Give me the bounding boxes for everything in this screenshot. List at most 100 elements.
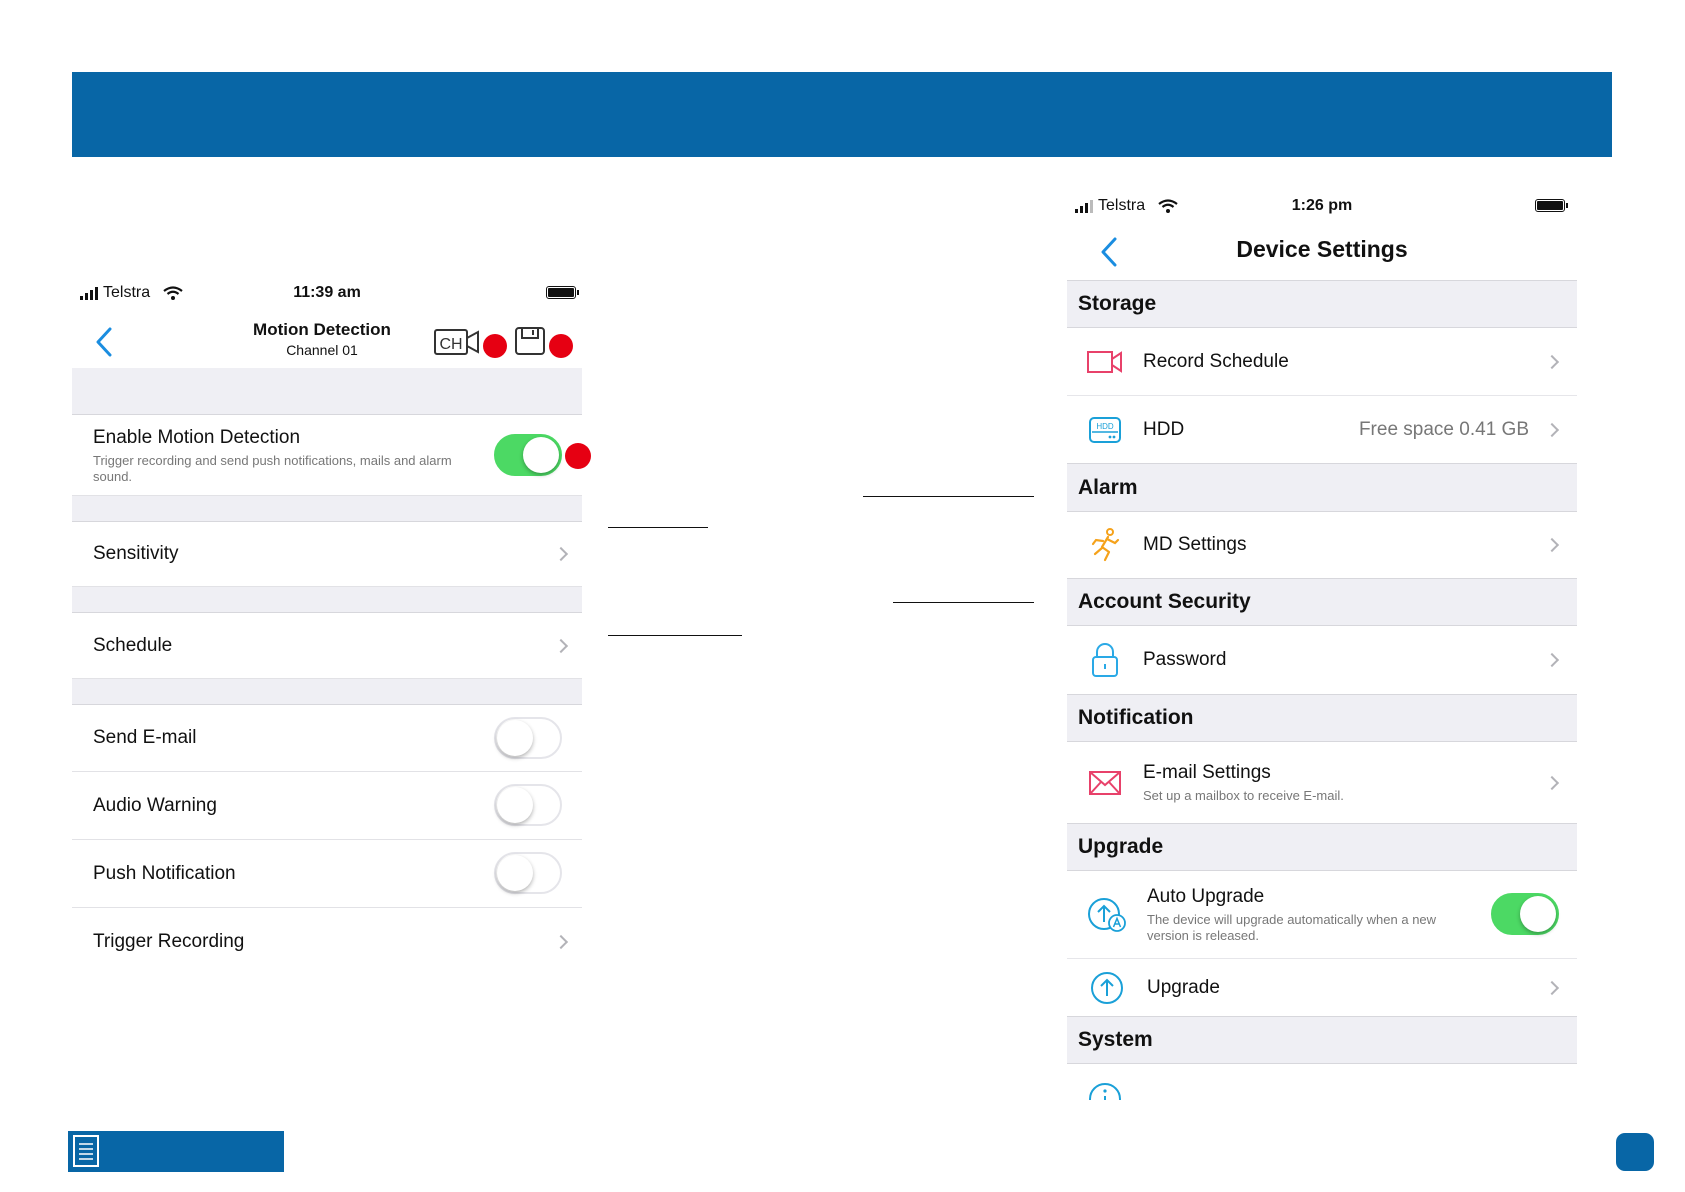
push-notification-label: Push Notification	[93, 862, 236, 884]
upgrade-arrow-icon	[1091, 971, 1123, 1004]
audio-warning-row: Audio Warning	[72, 772, 582, 840]
auto-upgrade-description: The device will upgrade automatically wh…	[1147, 911, 1437, 943]
chevron-right-icon	[553, 638, 569, 653]
send-email-toggle[interactable]	[494, 717, 562, 759]
motion-detection-screen: Telstra 11:39 am Motion Detection Channe…	[72, 270, 591, 990]
trigger-recording-label: Trigger Recording	[93, 931, 245, 952]
enable-motion-detection-toggle[interactable]	[494, 434, 562, 476]
chevron-right-icon	[1544, 537, 1560, 553]
annotation-line	[863, 496, 1034, 497]
record-schedule-label: Record Schedule	[1143, 350, 1289, 372]
auto-upgrade-label: Auto Upgrade	[1147, 885, 1265, 907]
channel-icon-text: CH	[439, 336, 462, 353]
md-settings-row[interactable]: MD Settings	[1067, 512, 1577, 578]
back-button[interactable]	[1091, 232, 1127, 272]
section-header-system: System	[1067, 1016, 1577, 1064]
page-subtitle: Channel 01	[286, 342, 358, 358]
audio-warning-label: Audio Warning	[93, 794, 217, 816]
hdd-row[interactable]: HDD HDD Free space 0.41 GB	[1067, 396, 1577, 463]
channel-camera-icon: CH	[434, 329, 479, 355]
send-email-row: Send E-mail	[72, 705, 582, 772]
page-number-badge	[1616, 1133, 1654, 1171]
password-row[interactable]: Password	[1067, 626, 1577, 694]
hdd-free-space: Free space 0.41 GB	[1358, 418, 1529, 440]
email-settings-row[interactable]: E-mail Settings Set up a mailbox to rece…	[1067, 742, 1577, 823]
chevron-right-icon	[553, 934, 569, 950]
system-row-cut-off[interactable]	[1067, 1064, 1577, 1100]
record-schedule-row[interactable]: Record Schedule	[1067, 328, 1577, 396]
back-button[interactable]	[86, 322, 122, 362]
save-icon	[515, 327, 545, 355]
md-settings-label: MD Settings	[1143, 534, 1247, 555]
schedule-row[interactable]: Schedule	[72, 613, 582, 679]
channel-switch-button[interactable]: CH	[434, 328, 480, 356]
signal-icon	[1075, 199, 1093, 213]
auto-upgrade-row: Auto Upgrade The device will upgrade aut…	[1067, 871, 1577, 959]
hdd-icon: HDD	[1089, 416, 1121, 443]
info-icon	[1089, 1083, 1121, 1100]
push-notification-toggle[interactable]	[494, 852, 562, 894]
annotation-line	[608, 635, 742, 636]
enable-motion-detection-description: Trigger recording and send push notifica…	[93, 453, 452, 484]
status-bar: Telstra 1:26 pm	[1067, 180, 1577, 230]
annotation-line	[893, 602, 1034, 603]
mail-icon	[1089, 770, 1121, 795]
battery-icon	[1535, 199, 1568, 212]
record-camera-icon	[1087, 350, 1122, 373]
page-title: Device Settings	[1236, 236, 1408, 262]
section-spacer	[72, 587, 582, 613]
section-header-notification: Notification	[1067, 694, 1577, 742]
chevron-right-icon	[1544, 422, 1560, 437]
upgrade-label: Upgrade	[1147, 976, 1220, 998]
password-label: Password	[1143, 649, 1227, 670]
lock-icon	[1092, 643, 1118, 677]
callout-marker	[549, 334, 573, 358]
document-icon	[73, 1135, 99, 1167]
chevron-left-icon	[96, 327, 112, 357]
page-title: Motion Detection	[253, 320, 391, 339]
status-bar: Telstra 11:39 am	[72, 270, 582, 320]
status-time: 1:26 pm	[1291, 197, 1353, 214]
device-settings-screen: Telstra 1:26 pm Device Settings Storage …	[1067, 180, 1577, 1100]
sensitivity-label: Sensitivity	[93, 543, 179, 564]
section-header-alarm: Alarm	[1067, 463, 1577, 512]
status-time: 11:39 am	[293, 284, 361, 301]
wifi-icon	[163, 286, 183, 300]
audio-warning-toggle[interactable]	[494, 784, 562, 826]
running-man-icon	[1091, 528, 1120, 562]
signal-icon	[80, 286, 98, 300]
annotation-line	[608, 527, 708, 528]
schedule-label: Schedule	[93, 634, 173, 656]
battery-icon	[546, 286, 579, 299]
chevron-left-icon	[1101, 237, 1117, 267]
chevron-right-icon	[1544, 980, 1560, 995]
auto-upgrade-toggle[interactable]	[1491, 893, 1559, 935]
trigger-recording-row[interactable]: Trigger Recording	[72, 908, 582, 976]
section-header-account-security: Account Security	[1067, 578, 1577, 626]
hdd-label: HDD	[1143, 418, 1185, 440]
carrier-label: Telstra	[1098, 197, 1146, 214]
chevron-right-icon	[1544, 775, 1560, 790]
callout-marker	[483, 334, 507, 358]
section-header-storage: Storage	[1067, 280, 1577, 328]
auto-upgrade-icon	[1088, 897, 1126, 932]
push-notification-row: Push Notification	[72, 840, 582, 908]
chevron-right-icon	[553, 546, 569, 562]
upgrade-row[interactable]: Upgrade	[1067, 959, 1577, 1016]
send-email-label: Send E-mail	[93, 727, 197, 748]
section-header-upgrade: Upgrade	[1067, 823, 1577, 871]
nav-bar: Motion Detection Channel 01 CH	[72, 320, 582, 368]
section-spacer	[72, 368, 582, 415]
hdd-icon-text: HDD	[1096, 422, 1114, 431]
chevron-right-icon	[1544, 354, 1560, 369]
table-of-contents-button[interactable]	[68, 1131, 284, 1172]
section-spacer	[72, 679, 582, 705]
enable-motion-detection-row: Enable Motion Detection Trigger recordin…	[72, 415, 591, 496]
header-banner	[72, 72, 1612, 157]
wifi-icon	[1158, 199, 1178, 213]
nav-bar: Device Settings	[1067, 230, 1577, 280]
section-spacer	[72, 496, 582, 522]
sensitivity-row[interactable]: Sensitivity	[72, 522, 582, 587]
save-button[interactable]	[514, 326, 546, 356]
enable-motion-detection-label: Enable Motion Detection	[93, 427, 301, 448]
